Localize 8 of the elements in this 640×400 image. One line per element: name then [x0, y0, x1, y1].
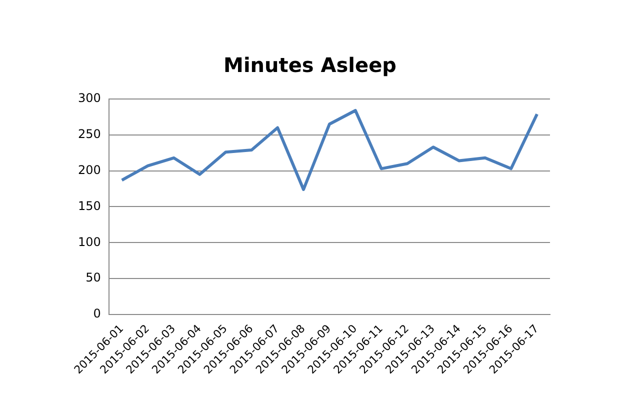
y-tick-label: 50 — [86, 270, 101, 285]
y-tick-label: 150 — [78, 198, 101, 213]
chart-title: Minutes Asleep — [224, 53, 396, 78]
y-tick-label: 300 — [78, 91, 101, 106]
y-tick-label: 100 — [78, 234, 101, 249]
y-tick-label: 0 — [93, 306, 101, 321]
y-tick-label: 200 — [78, 162, 101, 177]
y-tick-label: 250 — [78, 127, 101, 142]
